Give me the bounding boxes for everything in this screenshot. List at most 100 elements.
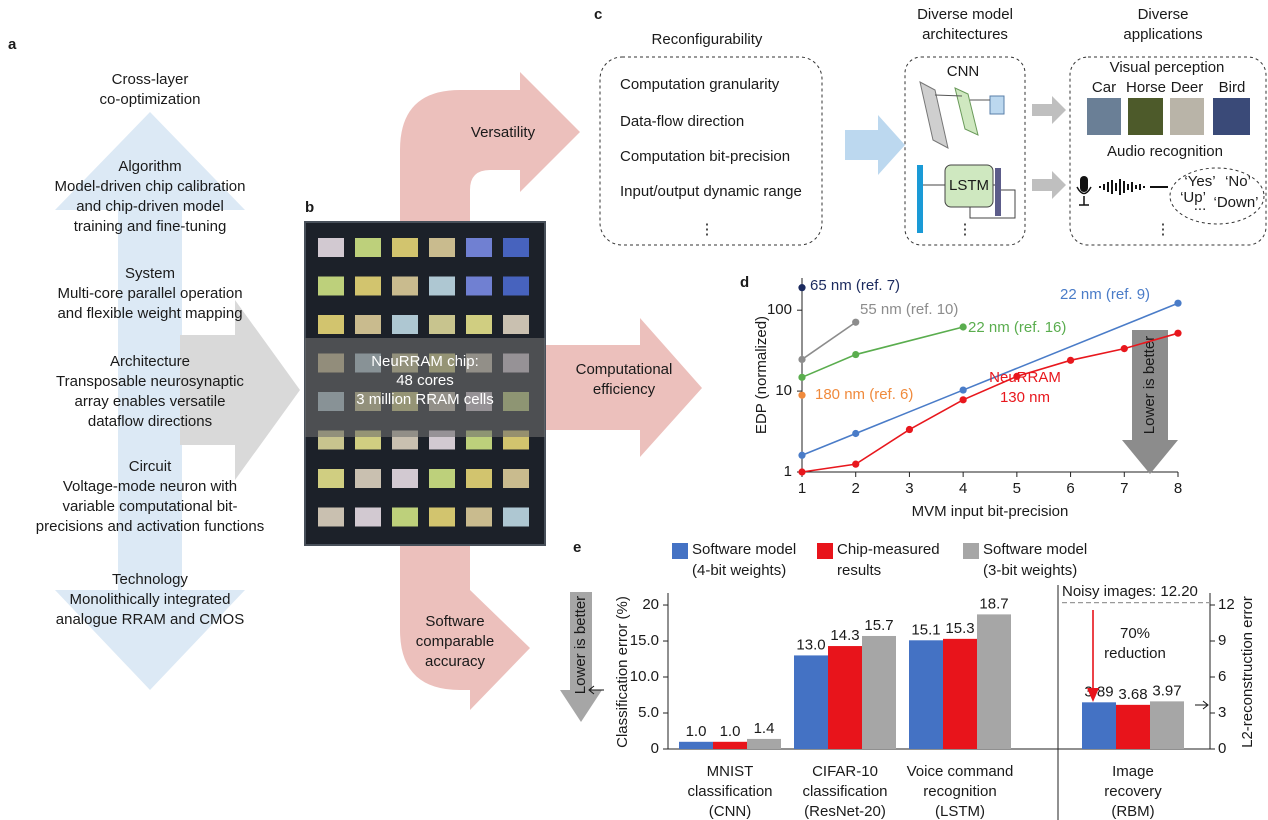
- chip-caption: 3 million RRAM cells: [356, 391, 494, 408]
- legend-label: Chip-measured results: [837, 541, 940, 579]
- chip-core: [318, 507, 344, 527]
- flow-arrow: [1032, 96, 1066, 124]
- annotation: Noisy images: 12.20: [1062, 583, 1198, 600]
- layer-text: dataflow directions: [88, 413, 212, 430]
- chip-core: [392, 469, 418, 488]
- chip-core: [466, 276, 492, 296]
- class-name: Car: [1092, 79, 1116, 96]
- x-tick-label: Image recovery (RBM): [1104, 763, 1162, 820]
- class-name: Deer: [1171, 79, 1204, 96]
- data-point: [798, 355, 806, 364]
- config-item: Computation granularity: [620, 76, 780, 93]
- flow-arrow: [1032, 171, 1066, 199]
- arrow-label: accuracy: [425, 653, 486, 670]
- layer-text: Circuit: [129, 458, 172, 475]
- box-title: applications: [1123, 26, 1202, 43]
- value-label: 13.0: [796, 636, 825, 653]
- data-point: [852, 318, 860, 326]
- box-title: Diverse model: [917, 6, 1013, 23]
- data-point: [798, 391, 806, 399]
- applications-box: [1069, 56, 1267, 246]
- y-tick-label: 15.0: [630, 632, 659, 649]
- x-tick-label: 6: [1066, 480, 1074, 497]
- arrow-label: comparable: [416, 633, 494, 650]
- legend-swatch: [672, 543, 688, 559]
- x-axis-label: MVM input bit-precision: [912, 503, 1069, 520]
- legend-label: Software model (4-bit weights): [692, 541, 797, 579]
- panel-label: a: [8, 36, 17, 53]
- flow-arrow: [845, 115, 905, 175]
- layer-text: variable computational bit-: [62, 498, 237, 515]
- config-item: Data-flow direction: [620, 113, 744, 130]
- data-point: [959, 386, 967, 394]
- layer-text: training and fine-tuning: [74, 218, 227, 235]
- chip-core: [466, 469, 492, 488]
- class-name: Bird: [1219, 79, 1246, 96]
- chip-core: [318, 469, 344, 488]
- y2-tick-label: 12: [1218, 596, 1235, 613]
- chip-core: [503, 469, 529, 488]
- arrow-label: Software: [425, 613, 484, 630]
- box-title: Diverse: [1138, 6, 1189, 23]
- series-label: 22 nm (ref. 16): [968, 319, 1067, 336]
- image-thumb: [1128, 98, 1163, 135]
- bar: [679, 741, 713, 749]
- spoken-word: ‘Down’: [1213, 194, 1258, 211]
- cnn-link: [934, 94, 963, 97]
- chip-core: [318, 238, 344, 257]
- lstm-cell: [944, 164, 994, 208]
- layer-text: array enables versatile: [75, 393, 226, 410]
- chip-core: [355, 276, 381, 296]
- series-line: [801, 321, 857, 361]
- y-tick-label: 10: [775, 382, 792, 399]
- spoken-word: ...: [1194, 197, 1207, 214]
- panel-label: c: [594, 6, 602, 23]
- layer-text: Algorithm: [118, 158, 181, 175]
- chip-core: [466, 238, 492, 257]
- accuracy-arrow: [400, 545, 530, 710]
- y-tick-label: 20: [642, 596, 659, 613]
- x-tick-label: 2: [852, 480, 860, 497]
- annotation: Lower is better: [1141, 336, 1158, 434]
- co-optimization-arrow: [55, 112, 245, 690]
- chip-core: [392, 315, 418, 334]
- value-label: 18.7: [979, 595, 1008, 612]
- layer-text: System: [125, 265, 175, 282]
- reconfigurability-box: [599, 56, 823, 246]
- data-point: [852, 429, 860, 438]
- layer-text: Multi-core parallel operation: [57, 285, 242, 302]
- bar: [1150, 701, 1184, 749]
- y-tick-label: 0: [651, 740, 659, 757]
- panel-label: d: [740, 274, 749, 291]
- layer-text: Architecture: [110, 353, 190, 370]
- y2-tick-label: 6: [1218, 668, 1226, 685]
- layer-text: Technology: [112, 571, 188, 588]
- chip-caption: 48 cores: [396, 372, 454, 389]
- chip-core: [318, 315, 344, 334]
- config-item: Input/output dynamic range: [620, 183, 802, 200]
- y2-tick-label: 3: [1218, 704, 1226, 721]
- series-label: 22 nm (ref. 9): [1060, 286, 1151, 303]
- series-line: [801, 332, 1179, 473]
- lower-better-arrow: [1122, 330, 1178, 474]
- bar: [747, 738, 781, 749]
- lstm-output: [995, 168, 1001, 216]
- legend-swatch: [963, 543, 979, 559]
- spoken-word: ‘Yes’: [1184, 173, 1215, 190]
- box-title: architectures: [922, 26, 1008, 43]
- architectures-box: [904, 56, 1026, 246]
- series-label: 65 nm (ref. 7): [810, 277, 901, 294]
- chip-core: [503, 276, 529, 296]
- more: ⋮: [700, 221, 715, 238]
- value-label: 15.3: [945, 620, 974, 637]
- image-thumb: [1170, 98, 1204, 135]
- bar: [1116, 704, 1150, 749]
- chip-core: [355, 507, 381, 527]
- annotation: Lower is better: [572, 596, 589, 694]
- cnn-layer: [989, 95, 1005, 115]
- bar: [1082, 702, 1116, 749]
- legend-label: Software model (3-bit weights): [983, 541, 1088, 579]
- legend-swatch: [817, 543, 833, 559]
- layer-text: and chip-driven model: [76, 198, 224, 215]
- more: ⋮: [1156, 221, 1171, 238]
